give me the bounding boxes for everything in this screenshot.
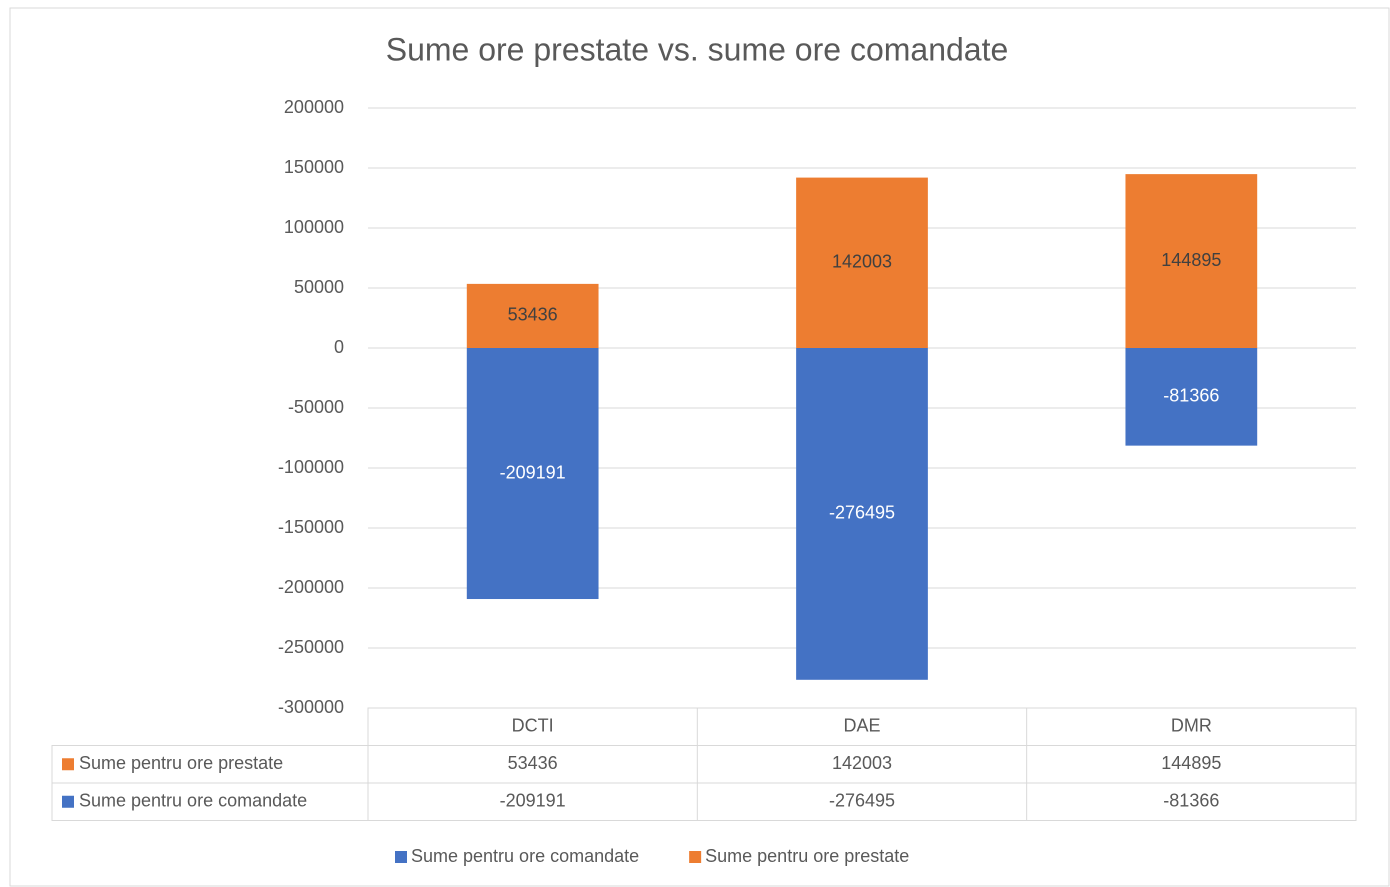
bar	[466, 348, 599, 600]
bar	[466, 283, 599, 348]
table-cell: 144895	[1161, 753, 1221, 773]
table-cell: 142003	[832, 753, 892, 773]
data-label: 142003	[832, 252, 892, 272]
bar	[796, 348, 928, 680]
table-legend-key	[62, 758, 74, 771]
table-header: DCTI	[512, 716, 554, 736]
legend-key	[395, 851, 407, 863]
legend-label: Sume pentru ore prestate	[705, 846, 909, 866]
data-label: 53436	[508, 305, 558, 325]
bar	[1125, 174, 1258, 348]
legend-key	[689, 851, 702, 863]
y-tick-label: 200000	[284, 97, 344, 117]
legend-label: Sume pentru ore comandate	[411, 846, 639, 866]
y-tick-label: -300000	[278, 697, 344, 717]
y-tick-label: 100000	[284, 217, 344, 237]
table-row-label: Sume pentru ore prestate	[79, 753, 283, 773]
table-cell: -81366	[1163, 791, 1219, 811]
table-row-label: Sume pentru ore comandate	[79, 791, 307, 811]
table-cell: -209191	[500, 791, 566, 811]
y-tick-label: -250000	[278, 637, 344, 657]
y-tick-label: 150000	[284, 157, 344, 177]
data-label: -276495	[829, 503, 895, 523]
table-header: DAE	[843, 716, 880, 736]
data-label: -209191	[500, 462, 566, 482]
y-tick-label: 0	[334, 337, 344, 357]
data-label: -81366	[1163, 386, 1219, 406]
y-tick-label: -150000	[278, 517, 344, 537]
table-header: DMR	[1171, 716, 1212, 736]
bar	[796, 177, 928, 348]
table-cell: 53436	[508, 753, 558, 773]
y-tick-label: -100000	[278, 457, 344, 477]
table-cell: -276495	[829, 791, 895, 811]
chart-title: Sume ore prestate vs. sume ore comandate	[386, 31, 1009, 67]
chart-border	[9, 7, 1390, 887]
bar	[1125, 348, 1258, 446]
y-tick-label: -200000	[278, 577, 344, 597]
table-legend-key	[62, 795, 74, 808]
data-label: 144895	[1161, 250, 1221, 270]
y-tick-label: -50000	[288, 397, 344, 417]
y-tick-label: 50000	[294, 277, 344, 297]
